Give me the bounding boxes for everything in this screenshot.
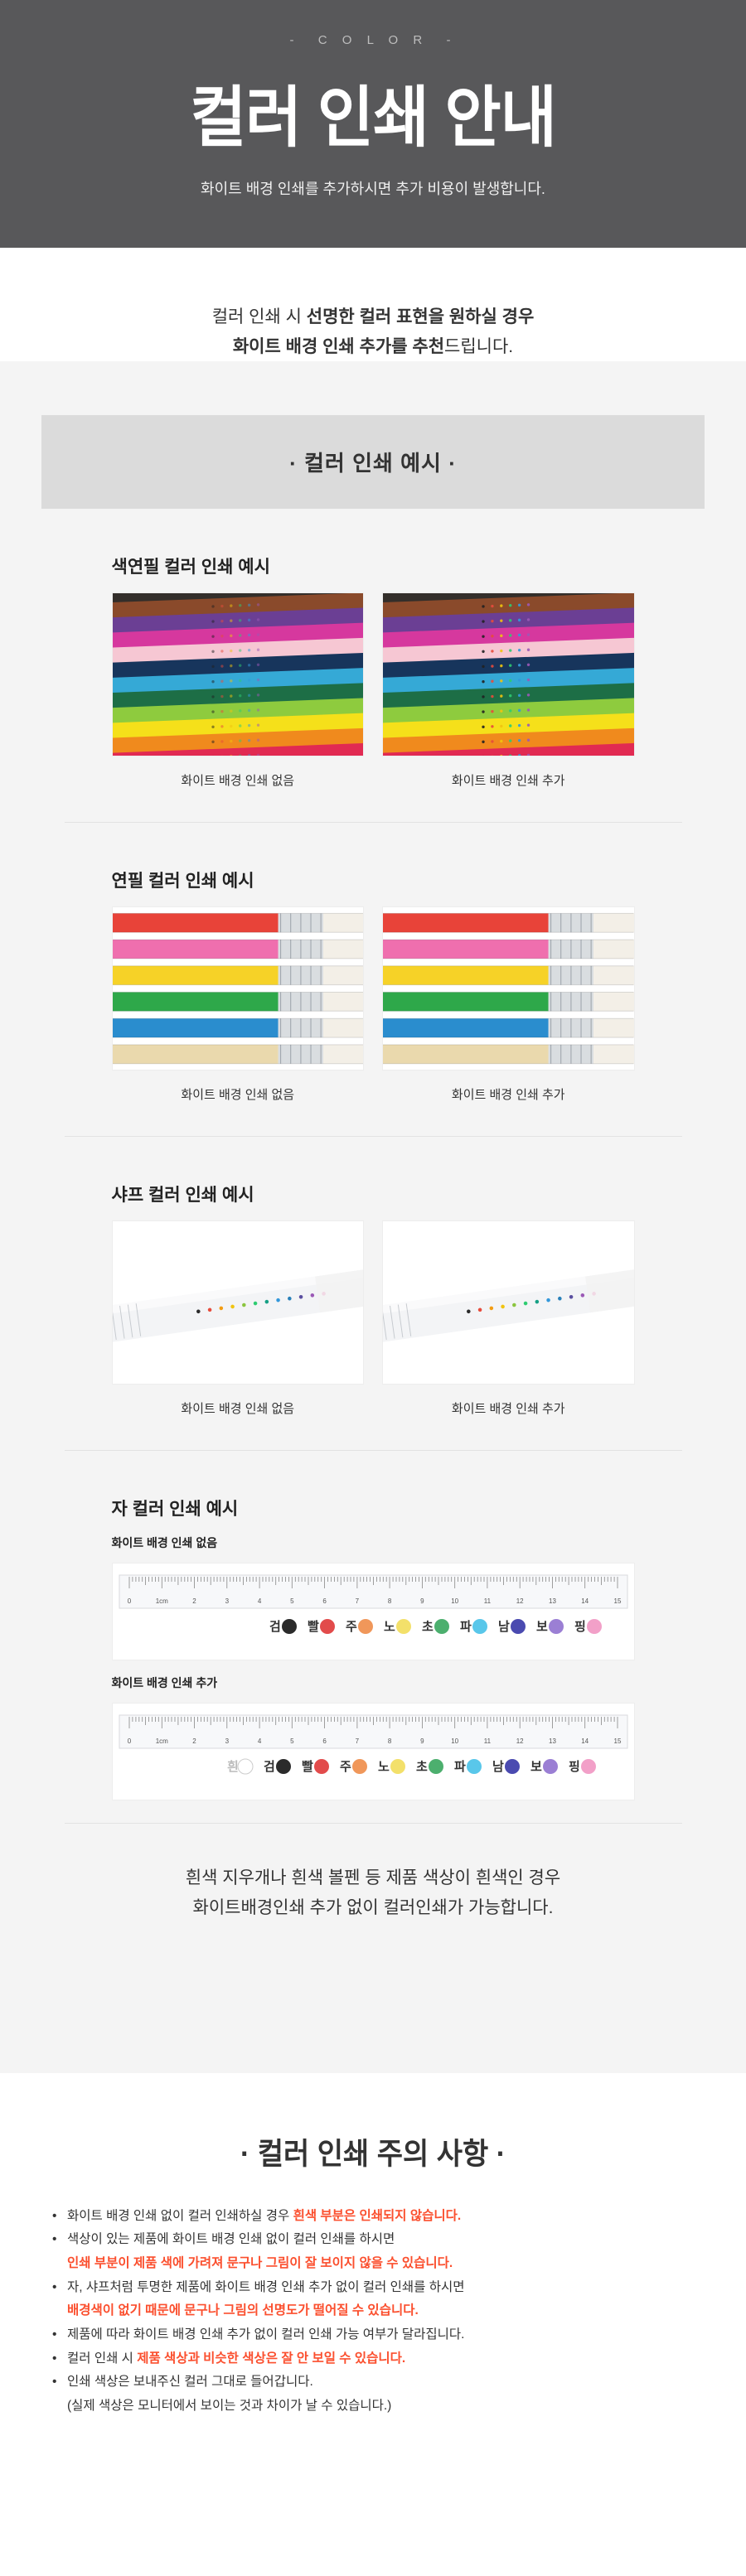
svg-text:12: 12 [516,1737,523,1745]
svg-text:10: 10 [451,1597,458,1605]
svg-text:4: 4 [257,1737,261,1745]
svg-text:7: 7 [355,1597,359,1605]
svg-text:14: 14 [581,1737,589,1745]
svg-text:주: 주 [346,1620,357,1634]
svg-text:검: 검 [264,1759,275,1774]
svg-text:초: 초 [422,1620,434,1634]
svg-text:노: 노 [384,1620,395,1634]
svg-text:13: 13 [549,1597,556,1605]
svg-text:6: 6 [322,1597,327,1605]
svg-text:2: 2 [192,1597,196,1605]
svg-text:빨: 빨 [302,1760,313,1774]
svg-text:초: 초 [416,1760,428,1774]
svg-text:흰: 흰 [227,1760,239,1774]
svg-text:3: 3 [225,1597,229,1605]
svg-text:6: 6 [322,1737,327,1745]
svg-text:8: 8 [387,1737,391,1745]
svg-text:빨: 빨 [308,1620,319,1634]
svg-text:15: 15 [613,1737,621,1745]
svg-text:2: 2 [192,1737,196,1745]
svg-text:11: 11 [483,1597,491,1605]
svg-text:14: 14 [581,1597,589,1605]
svg-text:노: 노 [378,1760,390,1774]
svg-text:10: 10 [451,1737,458,1745]
svg-text:보: 보 [530,1760,542,1774]
svg-text:핑: 핑 [569,1760,580,1774]
svg-text:9: 9 [420,1597,424,1605]
svg-text:4: 4 [257,1597,261,1605]
svg-text:0: 0 [127,1597,131,1605]
svg-text:11: 11 [483,1737,491,1745]
svg-text:주: 주 [340,1760,351,1774]
svg-text:5: 5 [290,1737,294,1745]
svg-text:8: 8 [387,1597,391,1605]
svg-text:파: 파 [460,1620,472,1634]
svg-text:9: 9 [420,1737,424,1745]
svg-text:12: 12 [516,1597,523,1605]
svg-text:검: 검 [269,1619,281,1634]
svg-text:15: 15 [613,1597,621,1605]
svg-text:남: 남 [498,1620,510,1634]
svg-text:핑: 핑 [574,1620,586,1634]
svg-text:13: 13 [549,1737,556,1745]
svg-text:보: 보 [536,1620,548,1634]
svg-text:3: 3 [225,1737,229,1745]
svg-text:남: 남 [492,1760,504,1774]
svg-text:0: 0 [127,1737,131,1745]
svg-text:5: 5 [290,1597,294,1605]
svg-text:파: 파 [454,1760,466,1774]
svg-text:7: 7 [355,1737,359,1745]
svg-text:1cm: 1cm [155,1597,167,1605]
svg-text:1cm: 1cm [155,1737,167,1745]
